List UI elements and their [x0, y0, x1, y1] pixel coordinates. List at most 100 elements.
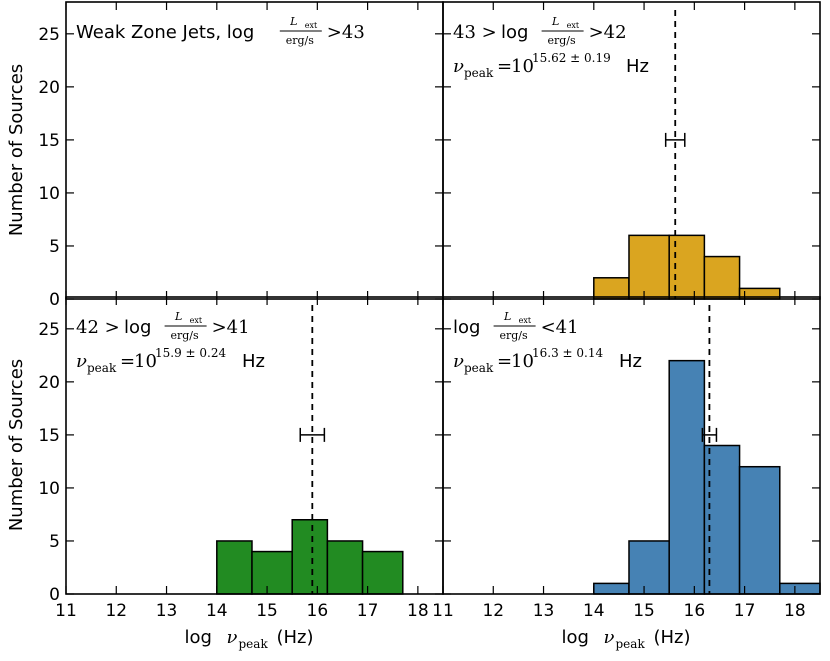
- top-left-ytick-label: 0: [49, 290, 60, 310]
- top-left-ytick-label: 25: [38, 25, 60, 45]
- bottom-left-bar-2: [291, 519, 329, 595]
- x-title-log: log: [185, 627, 212, 648]
- panel-condition: <41: [541, 317, 579, 338]
- bottom-left-xtick-label: 13: [156, 601, 178, 621]
- nu-symbol: ν: [453, 56, 464, 77]
- bottom-right-xtick-label: 17: [734, 601, 756, 621]
- bottom-left-ytick-label: 25: [38, 320, 60, 340]
- bottom-left-bar-4: [361, 550, 404, 595]
- unit-label: Hz: [626, 56, 649, 77]
- nu-symbol: ν: [76, 351, 87, 372]
- bottom-right-bar-4: [738, 465, 781, 595]
- nu-subscript: peak: [464, 66, 494, 80]
- bottom-right-xtick-label: 11: [432, 601, 454, 621]
- bottom-right-bar-0: [593, 582, 630, 595]
- fraction-denominator: erg/s: [171, 329, 200, 342]
- bottom-left-xtick-label: 11: [55, 601, 77, 621]
- panel-prefix: 43 >: [453, 22, 497, 43]
- panel-condition: >43: [327, 22, 365, 43]
- top-left-ytick-label: 20: [38, 78, 60, 98]
- bottom-left-bar-3: [326, 540, 364, 595]
- bottom-right-frame: [442, 296, 821, 595]
- bottom-left-ytick-label: 0: [49, 585, 60, 605]
- y-axis-title: Number of Sources: [6, 64, 27, 236]
- fraction-numerator: L: [551, 15, 559, 28]
- bottom-right-bar-1: [628, 540, 670, 595]
- nu-subscript: peak: [464, 361, 494, 375]
- power-base: 10: [511, 56, 534, 77]
- bottom-left-ytick-label: 5: [49, 532, 60, 552]
- top-left-frame: [65, 1, 444, 300]
- x-title-sub: peak: [239, 637, 269, 651]
- panel-condition: >41: [212, 317, 250, 338]
- equals-sign: =: [497, 351, 512, 372]
- bottom-left-ytick-label: 10: [38, 479, 60, 499]
- panel-title: log: [124, 317, 151, 338]
- bottom-left-xtick-label: 15: [256, 601, 278, 621]
- top-left-ytick-label: 10: [38, 184, 60, 204]
- fraction-denominator: erg/s: [500, 329, 529, 342]
- bottom-left-bar-0: [216, 540, 253, 595]
- fraction-numerator-sub: ext: [190, 316, 203, 325]
- top-left-ytick-label: 5: [49, 237, 60, 257]
- bottom-left-ytick-label: 15: [38, 426, 60, 446]
- bottom-left-xtick-label: 17: [357, 601, 379, 621]
- equals-sign: =: [120, 351, 135, 372]
- fraction-numerator: L: [503, 310, 511, 323]
- fraction-numerator: L: [289, 15, 297, 28]
- y-axis-title-bottom: Number of Sources: [6, 359, 27, 531]
- fraction-denominator: erg/s: [548, 34, 577, 47]
- bottom-right-xtick-label: 13: [533, 601, 555, 621]
- bottom-right-bar-2: [668, 359, 706, 595]
- bottom-left-ytick-label: 20: [38, 373, 60, 393]
- bottom-right-xtick-label: 14: [583, 601, 605, 621]
- x-title-nu: ν: [604, 627, 615, 648]
- bottom-left-xtick-label: 18: [407, 601, 429, 621]
- bottom-left-xtick-label: 16: [307, 601, 329, 621]
- top-left-ytick-label: 15: [38, 131, 60, 151]
- bottom-right-xtick-label: 16: [684, 601, 706, 621]
- top-right-bar-0: [593, 277, 630, 300]
- panel-title: log: [501, 22, 528, 43]
- nu-symbol: ν: [453, 351, 464, 372]
- bottom-left-bar-1: [251, 550, 293, 595]
- x-axis-title-left: log ν peak (Hz): [185, 627, 314, 651]
- power-base: 10: [134, 351, 157, 372]
- x-title-unit: (Hz): [277, 627, 314, 648]
- fraction-denominator: erg/s: [286, 34, 315, 47]
- bottom-left-xtick-label: 14: [206, 601, 228, 621]
- top-right-bar-3: [703, 255, 741, 300]
- x-title-sub: peak: [616, 637, 646, 651]
- panel-condition: >42: [589, 22, 627, 43]
- peak-exponent: 16.3 ± 0.14: [532, 346, 603, 360]
- x-title-nu: ν: [227, 627, 238, 648]
- equals-sign: =: [497, 56, 512, 77]
- peak-exponent: 15.9 ± 0.24: [155, 346, 226, 360]
- fraction-numerator-sub: ext: [567, 21, 580, 30]
- bottom-left-frame: [65, 296, 444, 595]
- panel-prefix: 42 >: [76, 317, 120, 338]
- bottom-right-bar-5: [779, 582, 821, 595]
- x-title-log: log: [562, 627, 589, 648]
- power-base: 10: [511, 351, 534, 372]
- top-left-annotation: Weak Zone Jets, log L ext erg/s >43: [76, 15, 365, 47]
- bottom-right-xtick-label: 15: [633, 601, 655, 621]
- bottom-right-xtick-label: 12: [482, 601, 504, 621]
- x-title-unit: (Hz): [654, 627, 691, 648]
- top-right-frame: [442, 1, 821, 300]
- unit-label: Hz: [242, 351, 265, 372]
- bottom-left-xtick-label: 12: [105, 601, 127, 621]
- panel-title: log: [453, 317, 480, 338]
- fraction-numerator-sub: ext: [305, 21, 318, 30]
- fraction-numerator-sub: ext: [519, 316, 532, 325]
- fraction-numerator: L: [174, 310, 182, 323]
- top-right-bar-1: [628, 234, 670, 300]
- unit-label: Hz: [619, 351, 642, 372]
- peak-exponent: 15.62 ± 0.19: [532, 51, 611, 65]
- nu-subscript: peak: [87, 361, 117, 375]
- x-axis-title-right: log ν peak (Hz): [562, 627, 691, 651]
